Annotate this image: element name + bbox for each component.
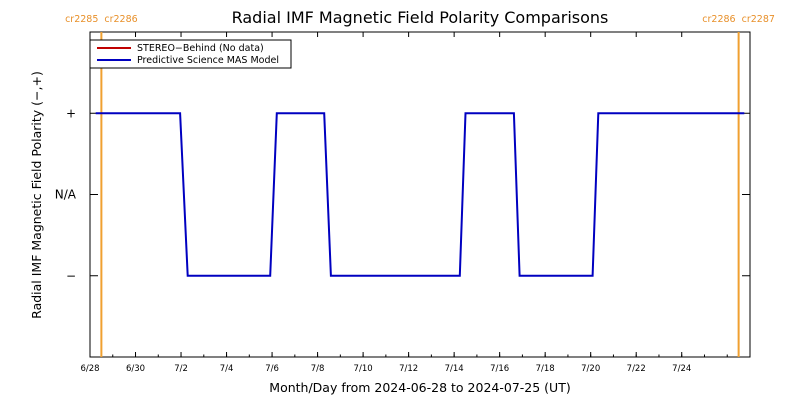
rotation-label-left: cr2286 — [702, 14, 735, 25]
x-tick-label: 7/8 — [311, 364, 325, 374]
x-tick-label: 7/14 — [445, 364, 464, 374]
x-tick-label: 7/24 — [672, 364, 691, 374]
x-tick-label: 6/30 — [126, 364, 145, 374]
y-tick-label: − — [66, 269, 76, 283]
x-tick-label: 7/12 — [399, 364, 418, 374]
x-tick-label: 6/28 — [80, 364, 99, 374]
y-axis-ticks: + N/A − — [55, 106, 750, 283]
rotation-markers: cr2285 cr2286 cr2286 cr2287 — [65, 14, 775, 357]
x-tick-label: 7/22 — [627, 364, 646, 374]
x-tick-label: 7/18 — [536, 364, 555, 374]
legend: STEREO−Behind (No data) Predictive Scien… — [89, 39, 292, 69]
y-axis-label: Radial IMF Magnetic Field Polarity (−,+) — [29, 71, 44, 319]
legend-label-mas-model: Predictive Science MAS Model — [137, 55, 279, 66]
x-tick-label: 7/16 — [490, 364, 509, 374]
x-tick-label: 7/4 — [220, 364, 234, 374]
rotation-label-right: cr2287 — [742, 14, 775, 25]
x-tick-label: 7/20 — [581, 364, 600, 374]
rotation-label-right: cr2286 — [104, 14, 137, 25]
legend-box — [89, 39, 292, 69]
chart-title: Radial IMF Magnetic Field Polarity Compa… — [232, 8, 609, 27]
plot-frame — [89, 31, 751, 358]
x-axis-ticks: 6/28 6/30 7/2 7/4 7/6 7/8 7/10 7/12 7/14 7/16 7/18… — [80, 32, 751, 374]
y-tick-label: + — [66, 106, 76, 120]
series-line-1 — [95, 112, 745, 277]
legend-label-stereo: STEREO−Behind (No data) — [137, 43, 264, 54]
series-lines — [95, 112, 745, 277]
x-tick-label: 7/2 — [174, 364, 188, 374]
x-tick-label: 7/10 — [354, 364, 373, 374]
x-axis-label: Month/Day from 2024-06-28 to 2024-07-25 … — [269, 380, 570, 395]
x-tick-label: 7/6 — [265, 364, 279, 374]
rotation-label-left: cr2285 — [65, 14, 98, 25]
y-tick-label: N/A — [55, 188, 77, 202]
